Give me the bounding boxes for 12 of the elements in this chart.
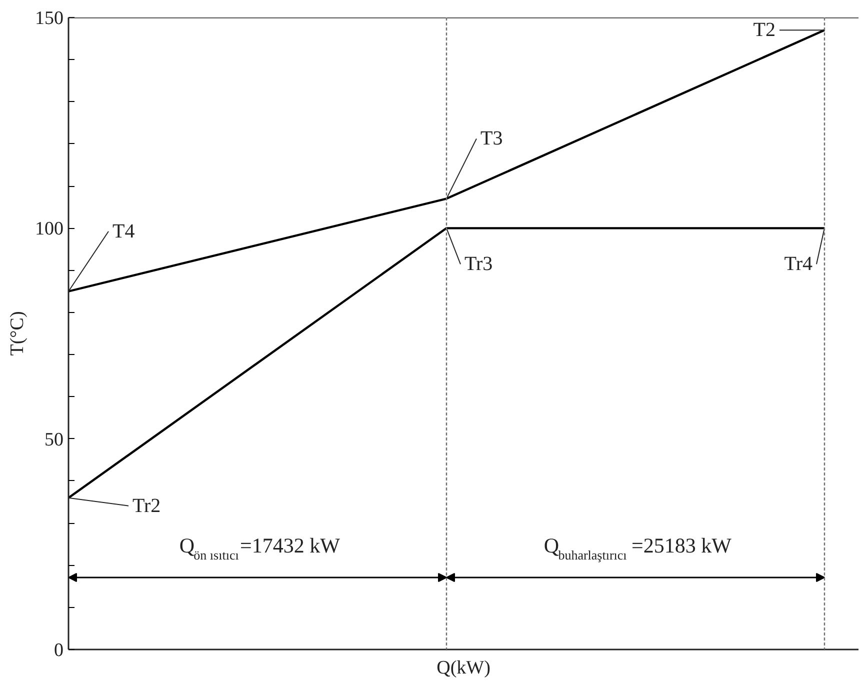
y-tick-label: 50 xyxy=(44,429,64,450)
annotation: T4 xyxy=(112,220,135,242)
y-axis-title: T(°C) xyxy=(7,311,28,356)
y-tick-label: 100 xyxy=(35,218,64,240)
x-axis-title: Q(kW) xyxy=(436,658,490,678)
annotation: Tr3 xyxy=(464,253,493,276)
annotation: T2 xyxy=(753,19,776,42)
annotation: T3 xyxy=(480,128,503,150)
annotation: Tr4 xyxy=(784,253,812,276)
annotation: Tr2 xyxy=(132,494,161,517)
y-tick-label: 0 xyxy=(54,640,64,661)
y-tick-label: 150 xyxy=(35,8,64,29)
